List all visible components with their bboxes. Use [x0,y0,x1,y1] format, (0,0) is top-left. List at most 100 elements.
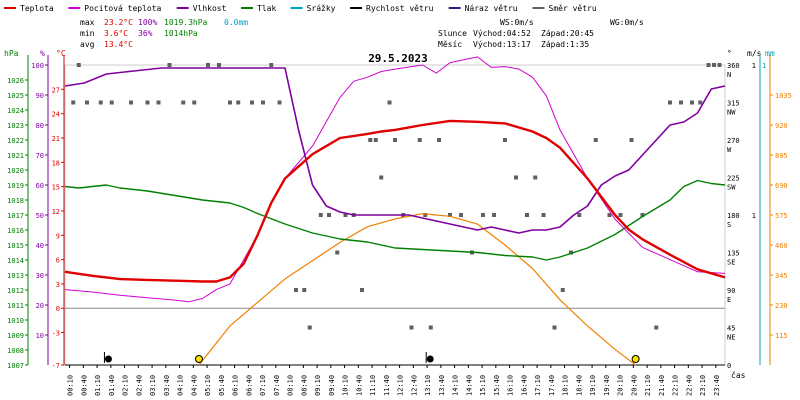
y-axis-degc-label: 15 [52,184,60,192]
wind-dir-point [98,100,103,105]
unit-ms: m/s [747,49,762,58]
y-axis-mm-label: 1 [762,62,766,70]
wind-dir-point [428,325,433,330]
unit-pct: % [40,49,45,58]
legend-label-0: Teplota [20,4,54,13]
marker-sun_rise [194,355,203,363]
x-tick-label: 07:40 [273,375,281,396]
wind-dir-point [569,250,573,255]
legend: Teplota Pocitová teplota Vlhkost Tlak Srážky… [4,4,597,13]
legend-label-2: Vlhkost [193,4,227,13]
y-axis-hpa-label: 1017 [7,212,24,220]
x-tick-label: 08:10 [287,375,295,396]
wind-dir-point [387,100,392,105]
x-tick-label: 19:10 [589,375,597,396]
x-tick-label: 08:40 [300,375,308,396]
y-axis-dir-compass: SE [727,259,735,267]
y-axis-w-label: 460 [775,242,788,250]
wind-dir-point [423,213,428,217]
y-axis-hpa-label: 1008 [7,347,24,355]
y-axis-hpa-label: 1016 [7,227,24,235]
axes: 00:10 00:40 01:10 01:40 02:10 02:40 03:10 03:40… [7,55,792,396]
legend-label-7: Směr větru [549,4,597,13]
stats-min-label: min [80,29,95,38]
wind-dir-point [269,63,274,67]
unit-deg: ° [727,49,732,58]
wind-dir-point [607,213,612,217]
y-axis-pct-label: 80 [36,122,44,130]
wind-dir-point [618,213,623,217]
x-tick-label: 15:40 [493,375,501,396]
unit-time: čas [731,370,746,380]
y-axis-dir-label: 45 [727,325,735,333]
y-axis-pct-label: 20 [36,302,44,310]
wind-dir-point [217,63,221,67]
x-tick-label: 12:10 [397,375,405,396]
x-tick-label: 20:40 [630,375,638,396]
wind-dir-point [712,63,716,67]
marker-sun_set [631,355,640,363]
y-axis-hpa-label: 1020 [7,167,24,175]
wind-dir-point [717,63,722,67]
y-axis-dir-compass: S [727,221,731,229]
x-tick-label: 07:10 [259,375,267,396]
x-tick-label: 17:10 [534,375,542,396]
wind-dir-point [109,100,114,105]
wind-dir-point [360,288,364,292]
y-axis-pct-label: 40 [36,242,44,250]
x-tick-label: 22:10 [672,375,680,396]
x-tick-label: 22:40 [685,375,693,396]
y-axis-hpa-label: 1014 [7,257,24,265]
y-axis-pct-label: 90 [36,92,44,100]
stats-max-temp: 23.2°C [104,18,133,27]
legend-label-4: Srážky [307,4,336,13]
x-tick-label: 21:40 [658,375,666,396]
series-vlhkost [64,67,726,234]
wind-dir-point [277,100,282,105]
wind-dir-point [129,100,133,105]
stats-avg-temp: 13.4°C [104,40,133,49]
wind-dir-point [593,138,598,142]
stats-avg-label: avg [80,40,95,49]
wind-dir-point [552,325,557,330]
y-axis-degc-label: -3 [52,330,60,338]
legend-label-1: Pocitová teplota [84,4,161,13]
x-tick-label: 13:40 [438,375,446,396]
wind-dir-point [679,100,683,105]
moon-set: Západ:1:35 [541,40,589,49]
moon-label: Měsíc [438,40,462,49]
stats-min-hum: 36% [138,29,153,38]
y-axis-hpa-label: 1012 [7,287,24,295]
wind-dir-point [192,100,197,105]
x-tick-label: 00:10 [67,375,75,396]
y-axis-dir-label: 270 [727,137,740,145]
y-axis-hpa-label: 1021 [7,152,24,160]
wind-dir-point [302,288,307,292]
x-tick-label: 09:40 [328,375,336,396]
chart-date: 29.5.2023 [368,52,428,65]
y-axis-pct-label: 70 [36,152,44,160]
legend-label-5: Rychlost větru [366,4,434,13]
wind-dir-point [71,100,76,105]
y-axis-hpa-label: 1026 [7,77,24,85]
wind-dir-point [533,175,538,180]
y-axis-hpa-label: 1025 [7,92,24,100]
x-tick-label: 14:10 [452,375,460,396]
wind-dir-point [577,213,582,217]
wind-dir-point [690,100,694,105]
y-axis-dir-label: 315 [727,100,740,108]
wind-dir-point [145,100,150,105]
y-axis-dir-label: 180 [727,212,740,220]
x-tick-label: 06:10 [232,375,240,396]
x-tick-label: 06:40 [245,375,253,396]
marker-moon_set [104,355,112,363]
unit-mm: mm [765,49,775,58]
wind-dir-point [368,138,373,142]
y-axis-pct-label: 10 [36,332,44,340]
y-axis-pct-label: 30 [36,272,44,280]
wind-dir-point [525,213,529,217]
series-pocitova-teplota [64,56,726,303]
moon-rise: Východ:13:17 [473,40,531,49]
stats-max-hum: 100% [138,18,157,27]
